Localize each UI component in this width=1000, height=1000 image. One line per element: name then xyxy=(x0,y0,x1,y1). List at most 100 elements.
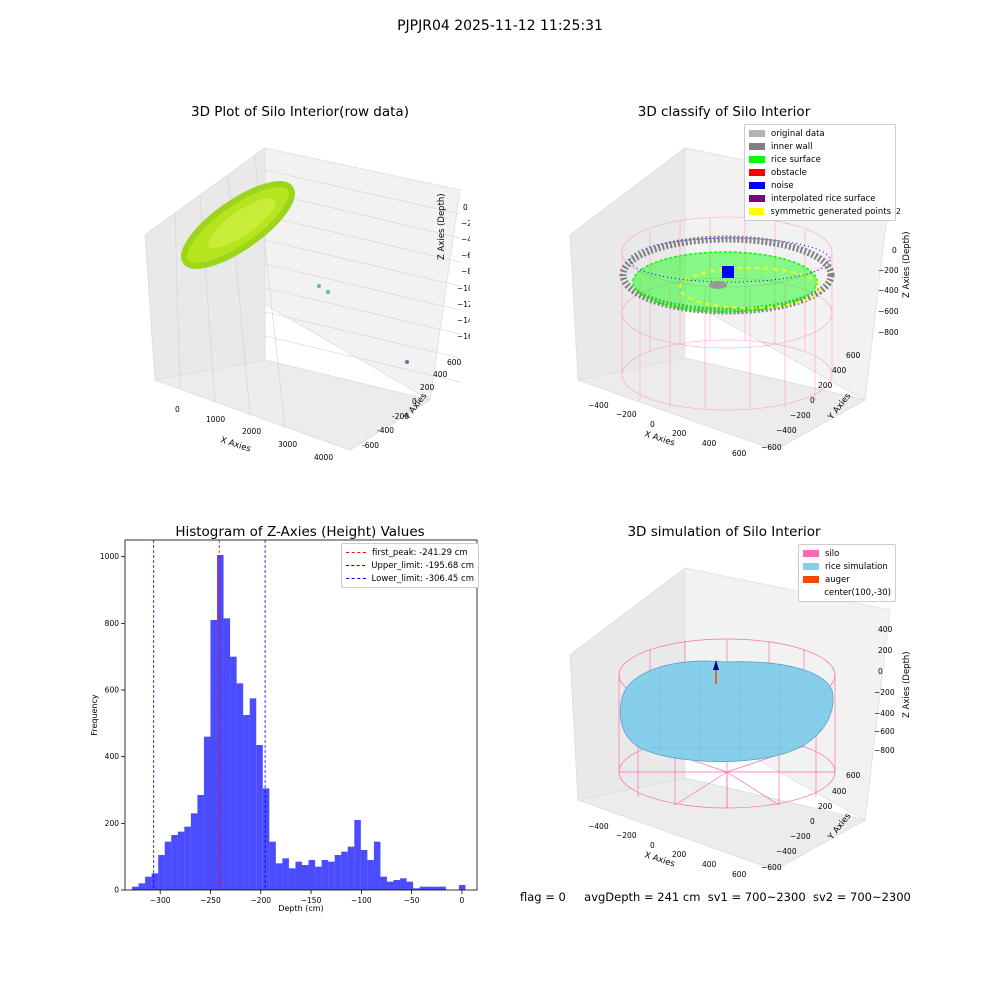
histogram-xtick-label: −50 xyxy=(404,896,420,905)
simulation-xtick: 200 xyxy=(672,850,687,859)
histogram-bar xyxy=(177,831,185,890)
raw-ztick: −600 xyxy=(461,251,470,260)
raw-gridlines xyxy=(174,155,461,428)
legend-item: original data xyxy=(749,127,891,140)
legend-label: center(100,-30) xyxy=(824,587,891,598)
raw-zlabel: Z Axies (Depth) xyxy=(437,193,447,260)
simulation-center-marker xyxy=(713,660,719,670)
histogram-ytick-label: 400 xyxy=(105,752,120,761)
raw-xtick: 3000 xyxy=(278,440,297,449)
histogram-title: Histogram of Z-Axies (Height) Values xyxy=(175,524,425,540)
simulation-ztick: 200 xyxy=(878,646,893,655)
histogram-ytick-label: 600 xyxy=(105,686,120,695)
histogram-bar xyxy=(295,861,303,890)
raw-plot-title: 3D Plot of Silo Interior(row data) xyxy=(191,104,409,120)
classify-ytick: 0 xyxy=(810,396,815,405)
histogram-bar xyxy=(145,876,152,890)
raw-xlabel: X Axies xyxy=(219,435,252,454)
legend-item: silo xyxy=(803,547,891,560)
simulation-ytick: 600 xyxy=(846,771,861,780)
classify-ytick: −400 xyxy=(776,426,797,435)
legend-item: noise xyxy=(749,179,891,192)
raw-outlier-point xyxy=(317,284,321,288)
legend-label: interpolated rice surface xyxy=(771,193,876,204)
legend-label: Lower_limit: -306.45 cm xyxy=(371,573,474,584)
histogram-bar xyxy=(223,618,231,890)
legend-item: symmetric generated points xyxy=(749,205,891,218)
histogram-bar xyxy=(439,886,446,890)
legend-label: silo xyxy=(825,548,840,559)
sv2-text: sv2 = 700~2300 xyxy=(812,890,911,904)
classify-ztick: −400 xyxy=(878,286,899,295)
legend-swatch xyxy=(749,208,765,215)
classify-noise-ring xyxy=(629,237,831,283)
histogram-xtick-label: −150 xyxy=(301,896,322,905)
raw-ztick: −400 xyxy=(461,235,470,244)
histogram-bar xyxy=(171,835,178,890)
histogram-ylabel: Frequency xyxy=(90,694,99,736)
histogram-bar xyxy=(328,861,335,890)
histogram-bar xyxy=(315,866,322,890)
histogram-chart: −300 −250 −200 −150 −100 −50 0 0 200 400 600 800 10… xyxy=(90,539,478,913)
histogram-bar xyxy=(308,860,316,890)
classify-center-blob xyxy=(709,281,727,289)
histogram-bar xyxy=(190,813,198,890)
histogram-bar xyxy=(400,878,407,890)
legend-swatch xyxy=(803,576,819,583)
histogram-bar xyxy=(406,881,414,890)
classify-symmetric-points xyxy=(679,267,821,309)
legend-swatch xyxy=(749,195,765,202)
simulation-ztick: −800 xyxy=(874,746,895,755)
classify-ytick: 200 xyxy=(818,381,833,390)
histogram-bar xyxy=(197,795,204,890)
raw-xtick: 0 xyxy=(175,405,180,414)
raw-point-cloud-inner xyxy=(208,198,276,248)
simulation-3d-plot: −400 −200 0 200 400 600 X Axies 600 400 … xyxy=(569,567,895,879)
histogram-bar xyxy=(243,715,250,890)
legend-item: Lower_limit: -306.45 cm xyxy=(346,572,474,585)
histogram-bar xyxy=(380,876,387,890)
legend-line-blue xyxy=(346,565,366,566)
legend-item: obstacle xyxy=(749,166,891,179)
histogram-ytick-label: 200 xyxy=(105,819,120,828)
raw-ytick: 400 xyxy=(433,370,448,379)
classify-ytick: 600 xyxy=(846,351,861,360)
histogram-bar xyxy=(367,860,374,890)
legend-item: auger xyxy=(803,573,891,586)
histogram-bar xyxy=(347,846,355,890)
legend-label: rice surface xyxy=(771,154,821,165)
raw-ytick: 0 xyxy=(412,397,417,406)
legend-label: symmetric generated points xyxy=(770,206,891,217)
raw-ytick: 200 xyxy=(420,383,435,392)
legend-label: obstacle xyxy=(771,167,807,178)
classify-ytick: −200 xyxy=(790,411,811,420)
legend-swatch xyxy=(749,130,765,137)
histogram-xtick-label: −200 xyxy=(250,896,271,905)
legend-item: rice surface xyxy=(749,153,891,166)
histogram-xtick-label: 0 xyxy=(460,896,465,905)
figure-title: PJPJR04 2025-11-12 11:25:31 xyxy=(397,18,603,34)
histogram-frame xyxy=(124,539,478,891)
classify-xtick: 600 xyxy=(732,449,747,458)
histogram-bar xyxy=(413,888,420,890)
simulation-plot-title: 3D simulation of Silo Interior xyxy=(627,524,821,540)
histogram-bar xyxy=(354,820,361,890)
histogram-bar xyxy=(230,656,237,890)
simulation-zlabel: Z Axies (Depth) xyxy=(902,651,912,718)
simulation-rice-mesh xyxy=(624,662,832,762)
legend-label: first_peak: -241.29 cm xyxy=(372,547,468,558)
histogram-xlabel: Depth (cm) xyxy=(278,904,323,913)
histogram-xtick-label: −100 xyxy=(351,896,372,905)
raw-outlier-point xyxy=(326,290,330,294)
legend-item: Upper_limit: -195.68 cm xyxy=(346,559,474,572)
histogram-bar xyxy=(269,841,276,890)
raw-ztick: −1400 xyxy=(457,316,470,325)
classify-ztick: 0 xyxy=(892,246,897,255)
histogram-bar xyxy=(341,851,348,890)
classify-xtick: 400 xyxy=(702,439,717,448)
classify-plot-title: 3D classify of Silo Interior xyxy=(637,104,811,120)
legend-item: center(100,-30) xyxy=(803,586,891,599)
raw-ztick: −1000 xyxy=(457,284,470,293)
legend-swatch xyxy=(749,143,765,150)
raw-outlier-point xyxy=(405,360,409,364)
